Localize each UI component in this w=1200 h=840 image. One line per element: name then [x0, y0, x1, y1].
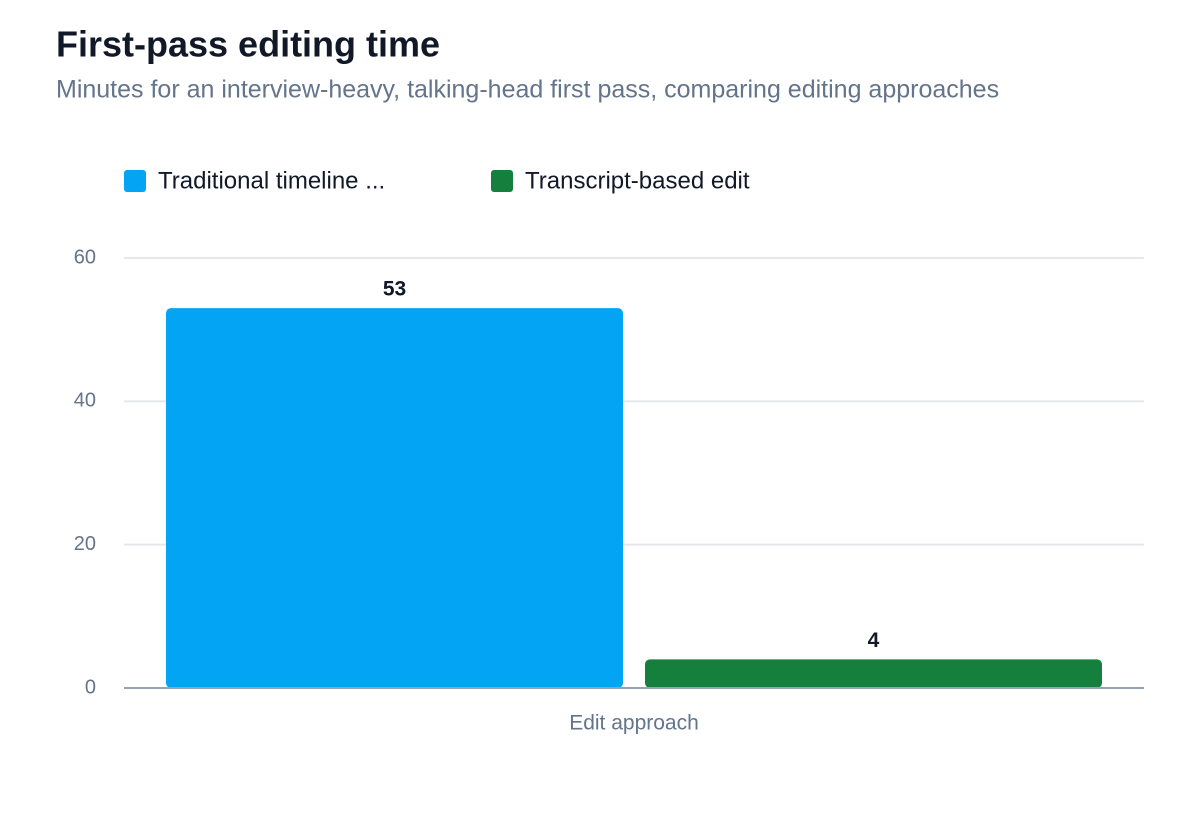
legend-swatch [124, 170, 146, 192]
y-tick-label: 60 [74, 246, 96, 268]
legend-swatch [491, 170, 513, 192]
y-tick-label: 40 [74, 390, 96, 412]
data-label: 53 [383, 278, 406, 301]
y-tick-label: 20 [74, 533, 96, 555]
legend-label: Traditional timeline ... [158, 167, 385, 194]
bar [645, 659, 1102, 688]
chart-subtitle: Minutes for an interview-heavy, talking-… [56, 76, 999, 104]
y-tick-label: 0 [85, 676, 96, 698]
bar [166, 308, 623, 688]
legend-label: Transcript-based edit [525, 167, 750, 194]
x-axis-label: Edit approach [569, 712, 699, 735]
data-label: 4 [868, 629, 880, 652]
chart-title: First-pass editing time [56, 24, 440, 65]
